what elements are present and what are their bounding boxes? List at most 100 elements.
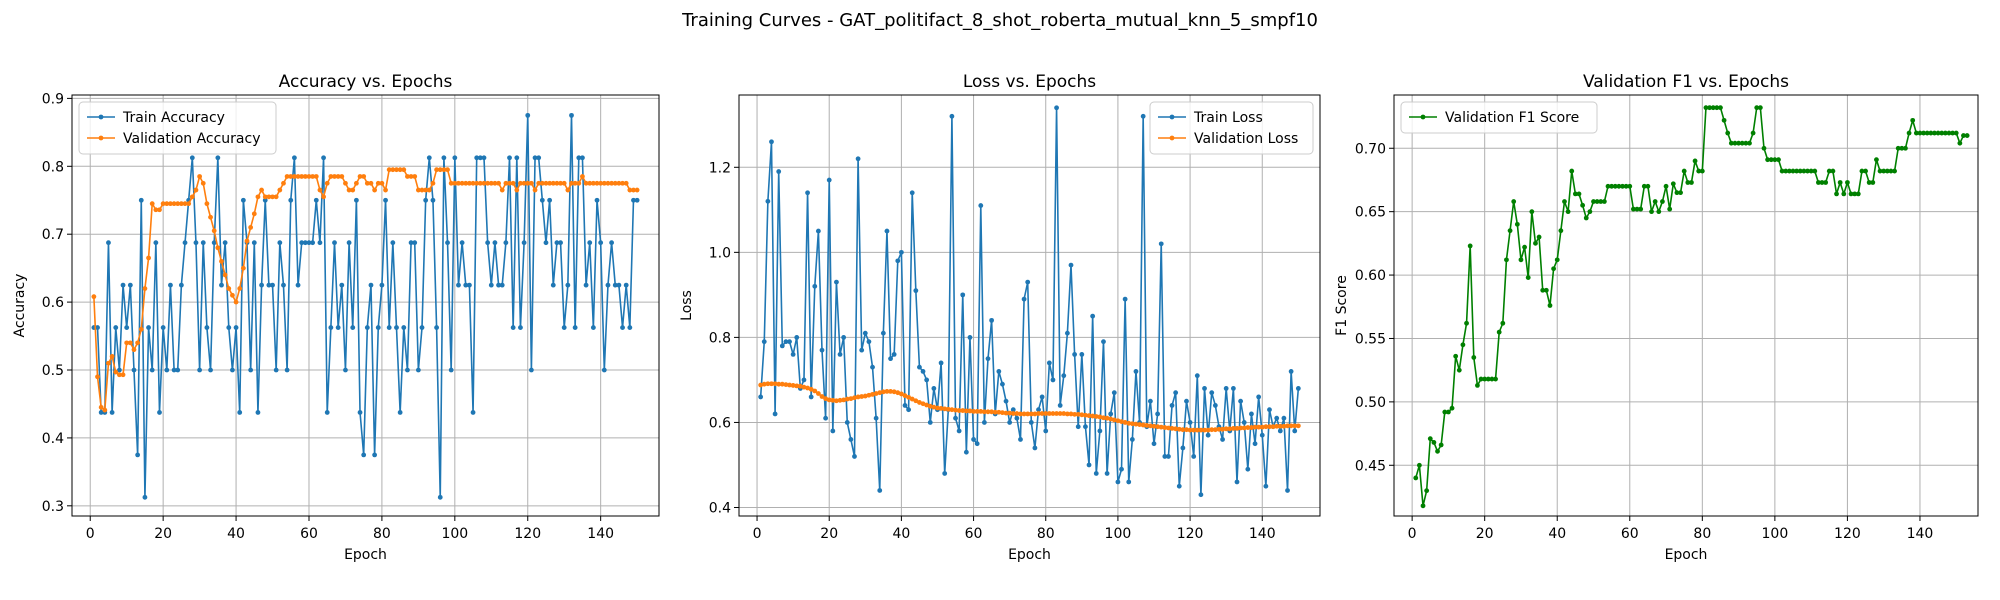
data-point	[956, 408, 962, 413]
data-point	[222, 240, 228, 246]
data-point	[321, 155, 326, 161]
data-point	[1852, 191, 1858, 197]
data-point	[576, 180, 582, 186]
data-point	[244, 238, 250, 244]
data-point	[1249, 425, 1254, 430]
data-point	[1837, 180, 1843, 185]
data-point	[1888, 168, 1894, 174]
data-point	[405, 174, 410, 179]
data-point	[1007, 410, 1013, 416]
data-point	[1529, 209, 1535, 215]
data-point	[536, 180, 542, 186]
data-point	[609, 180, 614, 186]
data-point	[222, 272, 228, 278]
data-point	[539, 197, 545, 203]
data-point	[812, 283, 818, 289]
data-point	[131, 367, 137, 373]
data-point	[1554, 257, 1560, 263]
data-point	[1957, 140, 1963, 146]
data-point	[240, 197, 246, 203]
data-point	[1036, 407, 1041, 413]
data-point	[1543, 287, 1549, 293]
data-point	[1598, 199, 1604, 204]
data-point	[558, 180, 563, 186]
data-point	[208, 367, 213, 373]
data-point	[1805, 168, 1810, 174]
data-point	[160, 201, 166, 207]
data-point	[394, 167, 399, 173]
data-point	[1493, 376, 1498, 382]
x-tick-label: 100	[441, 526, 468, 542]
data-point	[481, 155, 487, 161]
data-point	[98, 410, 104, 415]
data-point	[935, 405, 940, 411]
data-point	[379, 180, 385, 186]
data-point	[1064, 330, 1070, 336]
data-point	[1111, 417, 1117, 423]
data-point	[189, 194, 195, 200]
data-point	[1612, 183, 1618, 189]
data-point	[1562, 199, 1567, 204]
data-point	[1173, 390, 1179, 396]
data-point	[415, 367, 421, 373]
data-point	[1234, 426, 1240, 431]
data-point	[569, 112, 574, 118]
data-point	[634, 197, 640, 203]
data-point	[1525, 275, 1531, 280]
data-point	[1169, 403, 1175, 408]
data-point	[175, 201, 181, 207]
data-point	[372, 452, 378, 458]
data-point	[1122, 296, 1128, 302]
data-point	[197, 174, 203, 179]
data-point	[153, 207, 159, 213]
data-point	[884, 389, 890, 394]
data-point	[419, 325, 425, 330]
y-tick-label: 0.9	[42, 91, 64, 107]
data-point	[1155, 424, 1161, 430]
data-point	[492, 180, 498, 186]
legend-label: Validation Accuracy	[123, 131, 261, 147]
legend-swatch-marker	[98, 135, 104, 141]
data-point	[178, 282, 184, 288]
data-point	[412, 174, 418, 179]
data-point	[313, 197, 319, 203]
data-point	[981, 420, 987, 425]
data-point	[783, 382, 789, 387]
data-point	[927, 420, 933, 425]
data-point	[149, 201, 155, 207]
data-point	[124, 325, 130, 330]
data-point	[164, 367, 170, 373]
data-point	[898, 249, 904, 255]
data-point	[200, 240, 206, 246]
data-point	[1797, 168, 1803, 174]
data-point	[157, 410, 162, 415]
data-point	[496, 180, 501, 186]
data-point	[1674, 190, 1680, 196]
data-point	[277, 240, 283, 246]
data-point	[1155, 411, 1161, 417]
data-point	[826, 177, 832, 183]
data-point	[1140, 422, 1146, 428]
data-point	[1209, 427, 1215, 433]
data-point	[996, 409, 1002, 415]
data-point	[496, 282, 501, 288]
data-point	[1877, 168, 1883, 174]
data-point	[474, 180, 480, 186]
data-point	[426, 187, 432, 193]
data-point	[1892, 168, 1897, 174]
accuracy-plot: 0 20 40 60 80 100 120 140 0.3 0.4 0.5 0.6 0.7 0.8 0.9 A…	[12, 72, 660, 563]
data-point	[528, 367, 534, 373]
y-tick-label: 0.5	[42, 363, 64, 379]
data-point	[852, 395, 857, 401]
data-point	[153, 240, 159, 246]
data-point	[288, 174, 294, 179]
data-point	[171, 367, 177, 373]
data-point	[251, 211, 257, 217]
data-point	[1194, 373, 1200, 379]
data-point	[938, 360, 944, 366]
data-point	[1536, 234, 1542, 240]
data-point	[616, 180, 622, 186]
data-point	[262, 194, 268, 200]
plot-frame	[1393, 94, 1979, 517]
data-point	[1761, 145, 1767, 151]
